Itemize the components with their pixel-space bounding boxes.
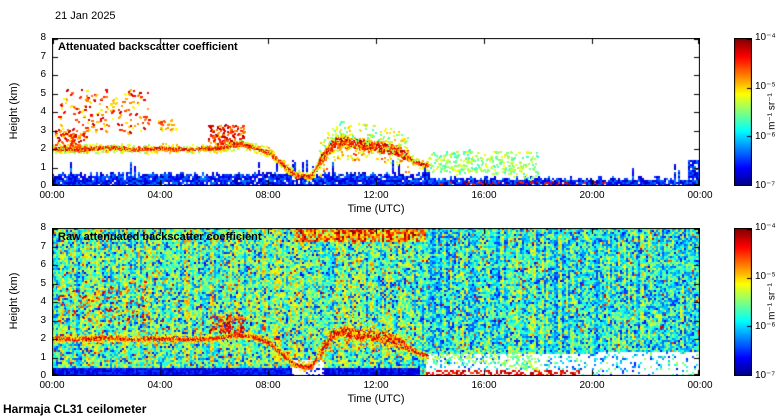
panel-title: Raw attenuated backscatter coefficient xyxy=(58,231,262,243)
y-tick-label: 1 xyxy=(40,161,46,173)
y-tick-label: 6 xyxy=(40,259,46,270)
x-tick-label: 08:00 xyxy=(255,380,281,391)
y-tick-label: 6 xyxy=(40,69,46,80)
y-tick-label: 1 xyxy=(40,351,46,363)
x-tick-label: 20:00 xyxy=(579,380,605,391)
y-tick-label: 3 xyxy=(40,314,46,326)
date-label: 21 Jan 2025 xyxy=(55,10,116,22)
colorbar-unit-label: m⁻¹ sr⁻¹ xyxy=(766,283,778,320)
x-tick-label: 12:00 xyxy=(363,380,389,391)
x-tick-label: 20:00 xyxy=(579,190,605,201)
panel-title: Attenuated backscatter coefficient xyxy=(58,41,238,53)
x-tick-label: 12:00 xyxy=(363,190,389,201)
y-axis-label: Height (km) xyxy=(8,82,20,140)
y-tick-label: 0 xyxy=(40,370,46,381)
colorbar-tick-label: 10⁻⁵ xyxy=(755,271,776,283)
colorbar-tick-label: 10⁻⁴ xyxy=(755,222,776,233)
x-tick-label: 16:00 xyxy=(471,380,497,391)
y-tick-label: 5 xyxy=(40,277,46,289)
x-tick-label: 00:00 xyxy=(687,190,713,201)
y-tick-label: 7 xyxy=(40,50,46,62)
attenuated-backscatter-heatmap xyxy=(52,38,700,186)
y-tick-label: 8 xyxy=(40,222,46,233)
y-tick-label: 0 xyxy=(40,180,46,191)
x-tick-label: 00:00 xyxy=(39,190,65,201)
y-tick-label: 7 xyxy=(40,240,46,252)
colorbar xyxy=(734,38,752,186)
colorbar-tick-label: 10⁻⁷ xyxy=(755,180,776,191)
x-tick-label: 16:00 xyxy=(471,190,497,201)
instrument-label: Harmaja CL31 ceilometer xyxy=(3,402,147,416)
y-tick-label: 3 xyxy=(40,124,46,136)
colorbar-tick-label: 10⁻⁶ xyxy=(755,320,776,332)
colorbar-tick-label: 10⁻⁶ xyxy=(755,130,776,142)
y-tick-label: 5 xyxy=(40,87,46,99)
x-tick-label: 04:00 xyxy=(147,380,173,391)
raw-attenuated-backscatter-heatmap xyxy=(52,228,700,376)
x-tick-label: 00:00 xyxy=(39,380,65,391)
x-tick-label: 04:00 xyxy=(147,190,173,201)
colorbar-tick-label: 10⁻⁷ xyxy=(755,370,776,381)
colorbar xyxy=(734,228,752,376)
y-tick-label: 2 xyxy=(40,333,46,344)
y-tick-label: 2 xyxy=(40,143,46,154)
x-axis-label: Time (UTC) xyxy=(347,393,405,405)
y-tick-label: 8 xyxy=(40,32,46,43)
y-tick-label: 4 xyxy=(40,296,46,307)
x-tick-label: 00:00 xyxy=(687,380,713,391)
x-tick-label: 08:00 xyxy=(255,190,281,201)
y-axis-label: Height (km) xyxy=(8,272,20,330)
colorbar-tick-label: 10⁻⁴ xyxy=(755,32,776,43)
x-axis-label: Time (UTC) xyxy=(347,203,405,215)
colorbar-unit-label: m⁻¹ sr⁻¹ xyxy=(766,93,778,130)
y-tick-label: 4 xyxy=(40,106,46,117)
colorbar-tick-label: 10⁻⁵ xyxy=(755,81,776,93)
